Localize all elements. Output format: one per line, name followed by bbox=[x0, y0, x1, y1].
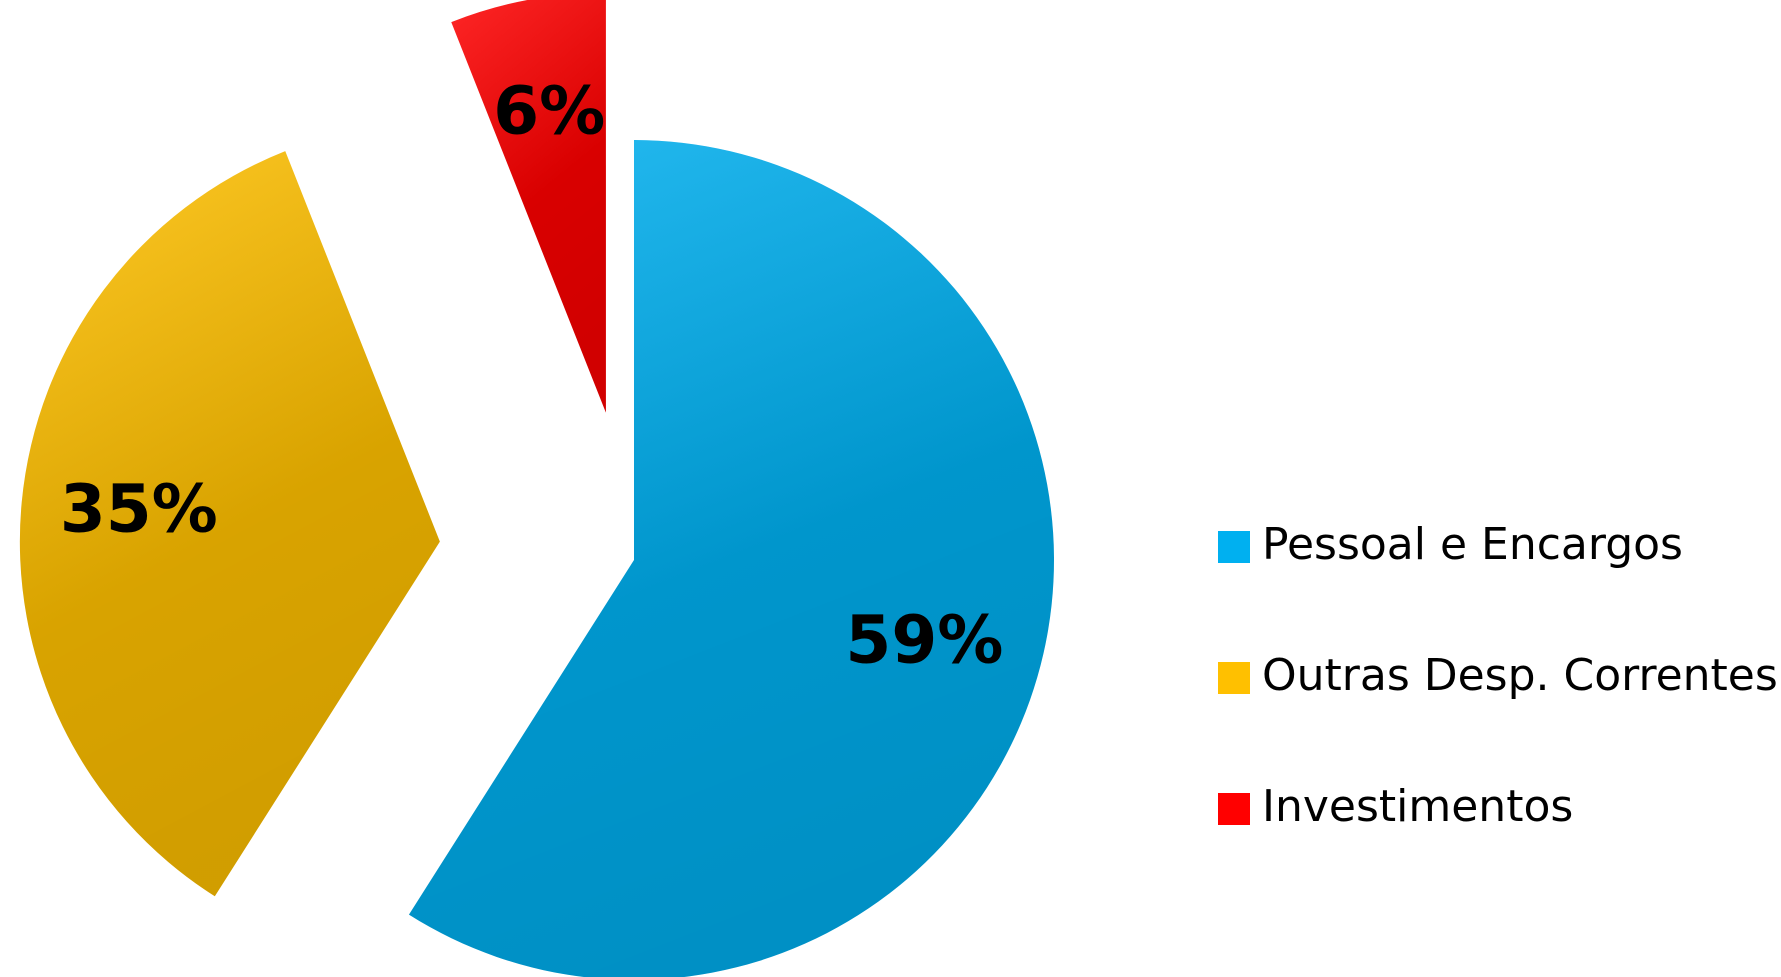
data-label: 59% bbox=[845, 601, 1003, 678]
legend-label: Outras Desp. Correntes bbox=[1262, 650, 1778, 701]
data-label: 35% bbox=[60, 470, 218, 547]
legend-swatch bbox=[1218, 662, 1250, 694]
slice-shade bbox=[408, 140, 1054, 977]
legend-label: Investimentos bbox=[1262, 781, 1573, 832]
data-label: 6% bbox=[493, 73, 605, 150]
slice-shade bbox=[451, 0, 606, 413]
legend-swatch bbox=[1218, 531, 1250, 563]
legend-swatch bbox=[1218, 793, 1250, 825]
legend-label: Pessoal e Encargos bbox=[1262, 519, 1683, 570]
slice-shade bbox=[19, 151, 440, 897]
